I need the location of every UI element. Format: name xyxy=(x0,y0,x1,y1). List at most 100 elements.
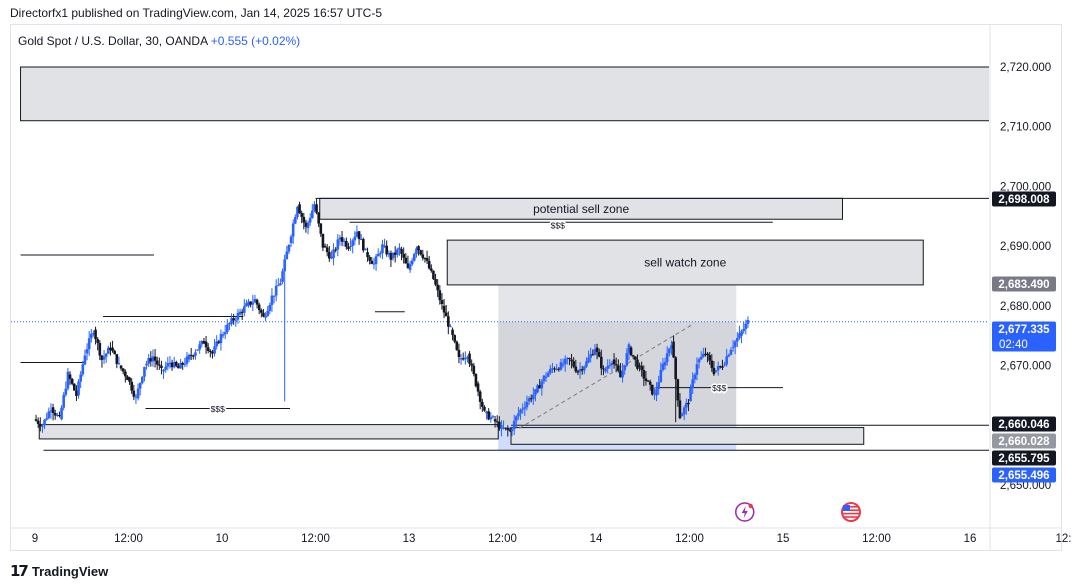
candle-body xyxy=(221,334,225,336)
lightning-bolt-shape xyxy=(741,506,748,518)
candle-body xyxy=(740,331,743,336)
candle-body xyxy=(170,362,174,368)
candle-body xyxy=(391,252,395,259)
candle-body xyxy=(217,341,221,344)
flag-stripe xyxy=(843,516,859,518)
candle-body xyxy=(175,361,178,366)
candle-body xyxy=(87,338,91,350)
candle-body xyxy=(342,240,346,242)
price-change: +0.555 (+0.02%) xyxy=(210,34,301,48)
price-tag-label: 2,655.795 xyxy=(998,453,1050,465)
candle-body xyxy=(257,304,261,311)
y-tick-label: 2,710.000 xyxy=(1000,122,1051,134)
candle-body xyxy=(651,384,654,395)
candle-body xyxy=(226,324,229,333)
candle-body xyxy=(41,425,44,427)
candle-body xyxy=(266,310,269,317)
candle-body xyxy=(315,204,318,213)
candle-body xyxy=(236,313,240,320)
candle-body xyxy=(228,323,231,325)
candle-body xyxy=(493,419,497,422)
candle-body xyxy=(523,407,527,409)
flag-stripe xyxy=(1013,509,1029,511)
zone-box-3 xyxy=(38,424,499,440)
candle-body xyxy=(672,341,675,358)
price-tag-label: 2,677.335 xyxy=(998,324,1050,336)
flag-canton xyxy=(1013,505,1020,511)
candle-body xyxy=(345,240,348,247)
price-tag-bg xyxy=(992,321,1056,352)
candle-body xyxy=(98,342,102,356)
candle-body xyxy=(115,354,119,365)
candle-body xyxy=(279,283,282,286)
price-tag-bg xyxy=(992,433,1056,449)
tradingview-logo-icon: 𝟭𝟳 xyxy=(10,563,29,580)
candle-body xyxy=(404,257,408,264)
candle-body xyxy=(317,212,320,224)
candle-body xyxy=(196,349,199,351)
candle-body xyxy=(132,390,136,397)
candle-body xyxy=(136,388,140,399)
candle-body xyxy=(498,421,501,429)
price-tag-bg xyxy=(992,191,1056,207)
price-tag-label: 2,660.028 xyxy=(998,436,1050,448)
chart-frame xyxy=(10,24,1062,551)
candle-body xyxy=(444,312,448,317)
candle-body xyxy=(238,311,242,315)
candle-body xyxy=(34,419,38,421)
candle-body xyxy=(277,285,280,287)
price-tag-bg xyxy=(992,416,1056,432)
candle-body xyxy=(264,316,267,318)
candle-body xyxy=(478,391,482,402)
trend-line xyxy=(519,323,695,429)
candle-body xyxy=(75,390,78,396)
candle-body xyxy=(304,222,308,227)
candle-body xyxy=(272,295,276,297)
candle-body xyxy=(659,369,663,383)
candle-body xyxy=(143,366,146,377)
candle-body xyxy=(240,311,244,313)
candle-body xyxy=(121,368,125,372)
symbol-title: Gold Spot / U.S. Dollar, 30, OANDA xyxy=(18,34,208,48)
candle-body xyxy=(43,419,46,426)
candle-body xyxy=(51,407,55,413)
candle-body xyxy=(464,357,467,360)
candle-body xyxy=(572,361,575,367)
candle-body xyxy=(147,358,150,364)
candle-body xyxy=(566,358,569,360)
candle-body xyxy=(215,341,218,347)
candle-body xyxy=(661,363,665,370)
flag-stripe xyxy=(843,512,859,515)
candle-body xyxy=(695,364,699,375)
candle-body xyxy=(453,335,456,342)
candle-body xyxy=(670,345,673,349)
x-tick-label: 10 xyxy=(216,533,229,545)
candle-body xyxy=(597,351,601,357)
x-tick-label: 15 xyxy=(777,533,790,545)
candle-body xyxy=(308,218,312,223)
candle-body xyxy=(230,318,233,324)
candle-body xyxy=(621,370,624,378)
x-tick-label: 12:00 xyxy=(862,533,891,545)
candle-body xyxy=(553,368,556,370)
footer-brand[interactable]: 𝟭𝟳 TradingView xyxy=(10,562,108,580)
candle-body xyxy=(92,333,95,335)
price-tag-bg xyxy=(992,276,1056,292)
candle-body xyxy=(372,263,376,265)
candle-body xyxy=(262,312,265,317)
candle-body xyxy=(145,363,148,366)
candle-body xyxy=(668,348,671,354)
candle-body xyxy=(540,381,544,389)
y-tick-label: 2,680.000 xyxy=(1000,301,1051,313)
candle-body xyxy=(629,347,633,356)
candle-body xyxy=(576,371,580,373)
candle-body xyxy=(49,410,53,412)
candle-body xyxy=(179,362,182,369)
candle-body xyxy=(519,409,522,414)
candle-body xyxy=(738,333,741,338)
candle-body xyxy=(451,329,454,336)
candle-body xyxy=(483,406,486,411)
price-tag-label: 2,683.490 xyxy=(998,279,1049,291)
candle-body xyxy=(64,388,68,395)
